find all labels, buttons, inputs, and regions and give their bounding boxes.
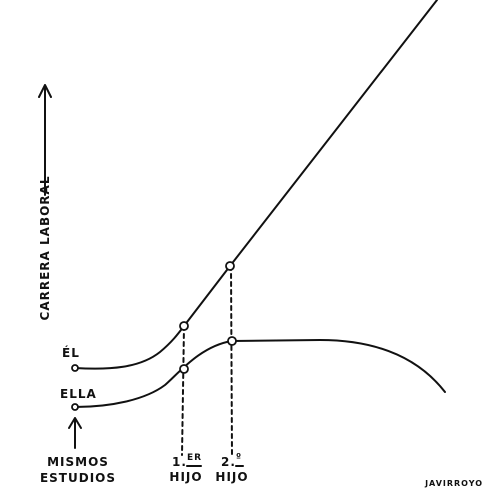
event-number: 1. — [172, 455, 187, 469]
event-line — [230, 265, 233, 456]
axis-label: CARRERA LABORAL — [38, 176, 52, 321]
event-suffix: º — [236, 453, 242, 463]
event-point — [179, 364, 189, 374]
event-number: 2. — [221, 455, 236, 469]
event-point — [227, 336, 237, 346]
signature: JAVIRROYO — [424, 479, 483, 488]
event-point — [179, 321, 189, 331]
start-label: MISMOS — [47, 455, 109, 469]
event-label: HIJO — [215, 470, 248, 484]
event-line — [181, 325, 185, 456]
event-point — [225, 261, 235, 271]
line-ella — [74, 339, 446, 408]
line-el — [74, 0, 438, 370]
axis-arrow — [38, 84, 52, 196]
start-label: ESTUDIOS — [40, 471, 116, 485]
start-point — [71, 364, 79, 372]
start-point — [71, 403, 79, 411]
event-suffix: ER — [187, 453, 202, 463]
line-label: ELLA — [60, 387, 97, 401]
start-arrow — [68, 417, 82, 449]
event-label: HIJO — [169, 470, 202, 484]
line-label: ÉL — [62, 345, 80, 360]
